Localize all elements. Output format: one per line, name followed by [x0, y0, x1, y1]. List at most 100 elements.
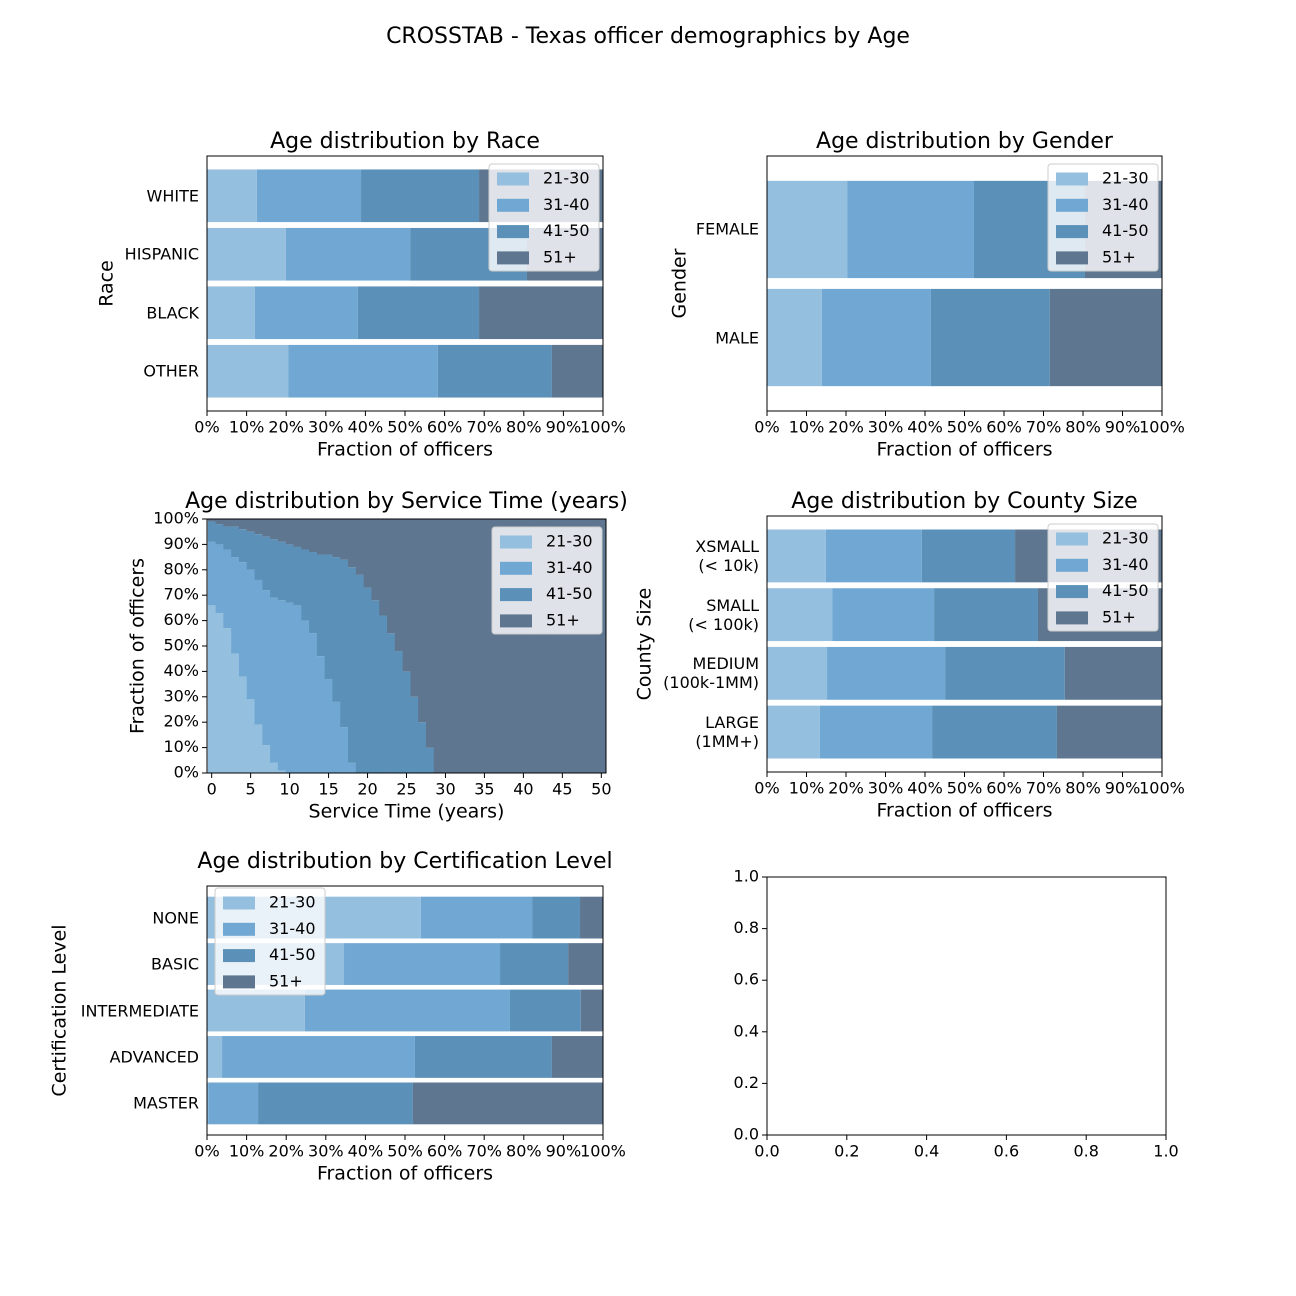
- area-step: [464, 519, 474, 773]
- area-step: [480, 519, 489, 773]
- area-step: [246, 519, 255, 532]
- legend-label: 21-30: [269, 893, 316, 912]
- area-step: [246, 569, 255, 700]
- legend-box: [491, 526, 603, 635]
- x-tick-label: 0.2: [834, 1142, 859, 1161]
- area-step: [511, 519, 520, 773]
- bar-segment: [1064, 646, 1162, 700]
- y-tick-label: 0.8: [734, 918, 759, 937]
- bar-segment: [288, 344, 438, 398]
- area-step: [425, 519, 435, 748]
- area-step: [558, 519, 567, 773]
- x-tick-label: 60%: [986, 418, 1022, 437]
- area-step: [363, 519, 372, 588]
- legend-box: [214, 887, 326, 996]
- x-tick-label: 100%: [1139, 779, 1185, 798]
- x-tick-label: 40%: [907, 779, 943, 798]
- y-tick-label: MEDIUM (100k-1MM): [663, 654, 759, 693]
- area-step: [277, 519, 287, 542]
- bar-segment: [207, 286, 255, 340]
- x-tick-label: 80%: [506, 1142, 542, 1161]
- area-step: [418, 722, 427, 773]
- figure-title: CROSSTAB - Texas officer demographics by…: [386, 24, 910, 49]
- area-step: [207, 541, 216, 606]
- legend-label: 51+: [543, 247, 577, 266]
- area-step: [262, 536, 271, 591]
- area-step: [496, 519, 505, 773]
- area-step: [441, 519, 450, 773]
- area-step: [207, 519, 216, 522]
- area-step: [348, 519, 357, 568]
- x-axis-label: Fraction of officers: [876, 439, 1052, 461]
- x-tick-label: 40%: [348, 1142, 384, 1161]
- area-step: [348, 762, 357, 773]
- x-tick-label: 90%: [1105, 779, 1141, 798]
- area-step: [215, 544, 224, 613]
- x-tick-label: 70%: [466, 1142, 502, 1161]
- area-step: [231, 653, 240, 773]
- y-axis-label: County Size: [634, 588, 656, 701]
- bar-segment: [580, 896, 603, 939]
- bar-segment: [207, 227, 286, 281]
- x-tick-label: 50%: [387, 1142, 423, 1161]
- x-tick-label: 45: [552, 780, 572, 799]
- y-tick-label: 90%: [163, 534, 199, 553]
- area-step: [262, 519, 271, 537]
- area-step: [316, 554, 326, 657]
- x-tick-label: 0%: [754, 418, 779, 437]
- area-step: [301, 620, 310, 773]
- bar-segment: [825, 529, 922, 583]
- area-step: [387, 633, 396, 773]
- area-step: [223, 526, 232, 550]
- y-tick-label: BLACK: [146, 303, 199, 323]
- y-tick-label: 100%: [153, 509, 199, 528]
- bar-segment: [847, 180, 974, 279]
- area-step: [332, 519, 341, 558]
- area-step: [293, 546, 302, 606]
- y-tick-label: FEMALE: [695, 219, 759, 239]
- x-tick-label: 30%: [868, 779, 904, 798]
- y-tick-label: 20%: [163, 712, 199, 731]
- area-step: [270, 519, 279, 540]
- area-step: [340, 559, 349, 728]
- legend-label: 21-30: [1102, 529, 1149, 548]
- y-tick-label: 40%: [163, 661, 199, 680]
- x-tick-label: 0%: [194, 1142, 219, 1161]
- bar-segment: [930, 288, 1050, 387]
- y-tick-label: LARGE (1MM+): [695, 713, 759, 752]
- y-tick-label: MALE: [715, 328, 759, 348]
- area-step: [293, 605, 302, 773]
- subplot-title: Age distribution by Gender: [816, 129, 1114, 154]
- x-tick-label: 20%: [268, 1142, 304, 1161]
- area-step: [527, 519, 536, 773]
- y-tick-label: SMALL (< 100k): [688, 595, 759, 634]
- legend-patch: [500, 614, 532, 628]
- area-step: [277, 600, 287, 771]
- bar-segment: [509, 989, 581, 1032]
- x-tick-label: 20: [357, 780, 377, 799]
- y-tick-label: 30%: [163, 686, 199, 705]
- x-tick-label: 1.0: [1153, 1142, 1178, 1161]
- x-tick-label: 20%: [828, 418, 864, 437]
- y-tick-label: 70%: [163, 585, 199, 604]
- legend-box: [1047, 523, 1159, 632]
- area-step: [231, 526, 240, 558]
- area-step: [301, 519, 310, 550]
- area-step: [418, 519, 427, 723]
- x-tick-label: 100%: [580, 418, 626, 437]
- legend-patch: [1056, 558, 1088, 572]
- y-tick-label: 0.6: [734, 970, 759, 989]
- area-step: [215, 524, 224, 545]
- bar-segment: [767, 180, 848, 279]
- legend-patch: [1056, 532, 1088, 546]
- area-step: [324, 554, 333, 680]
- x-tick-label: 10: [279, 780, 299, 799]
- x-tick-label: 25: [396, 780, 416, 799]
- legend-label: 31-40: [546, 558, 593, 577]
- subplot-title: Age distribution by County Size: [791, 489, 1137, 514]
- legend-box: [488, 163, 600, 272]
- x-tick-label: 100%: [1139, 418, 1185, 437]
- x-tick-label: 0.8: [1073, 1142, 1098, 1161]
- bar-segment: [767, 288, 822, 387]
- area-step: [371, 519, 380, 601]
